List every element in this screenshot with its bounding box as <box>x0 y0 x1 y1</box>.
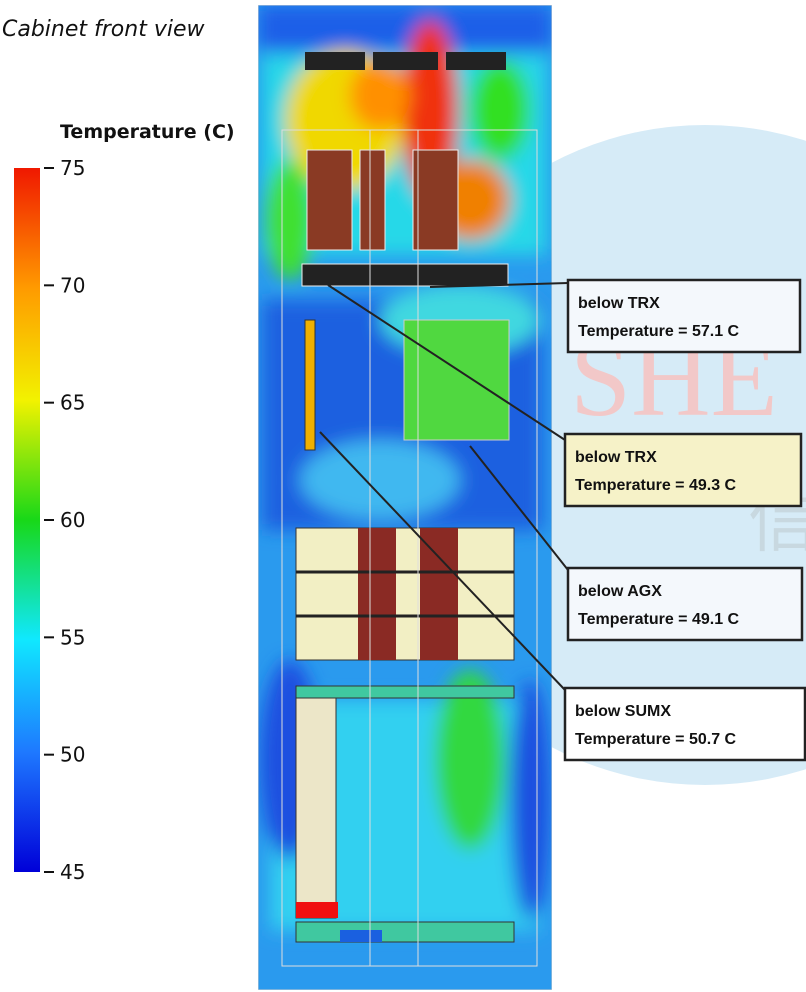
probe-box <box>565 434 801 506</box>
probe-box <box>565 688 805 760</box>
probe-box <box>568 280 800 352</box>
probe-reading: Temperature = 57.1 C <box>578 323 740 340</box>
page: SHE 信 Cabinet front view <box>0 0 806 992</box>
colorbar-tick-label: 65 <box>60 391 85 415</box>
probe-reading: Temperature = 50.7 C <box>575 731 737 748</box>
colorbar-tick-label: 45 <box>60 860 85 884</box>
title: Cabinet front view <box>2 17 205 42</box>
probe-label: below AGX <box>578 583 662 600</box>
colorbar-tick-label: 60 <box>60 508 85 532</box>
probe-label: below SUMX <box>575 703 671 720</box>
colorbar-title: Temperature (C) <box>60 121 235 143</box>
colorbar <box>14 168 40 872</box>
cabinet <box>258 5 552 990</box>
colorbar-tick-label: 50 <box>60 743 85 767</box>
colorbar-tick-label: 70 <box>60 273 85 297</box>
colorbar-tick-label: 55 <box>60 625 85 649</box>
probe-reading: Temperature = 49.3 C <box>575 477 737 494</box>
probe-label: below TRX <box>578 295 660 312</box>
colorbar-tick-label: 75 <box>60 156 85 180</box>
probe-label: below TRX <box>575 449 657 466</box>
probe-box <box>568 568 802 640</box>
probe-reading: Temperature = 49.1 C <box>578 611 740 628</box>
